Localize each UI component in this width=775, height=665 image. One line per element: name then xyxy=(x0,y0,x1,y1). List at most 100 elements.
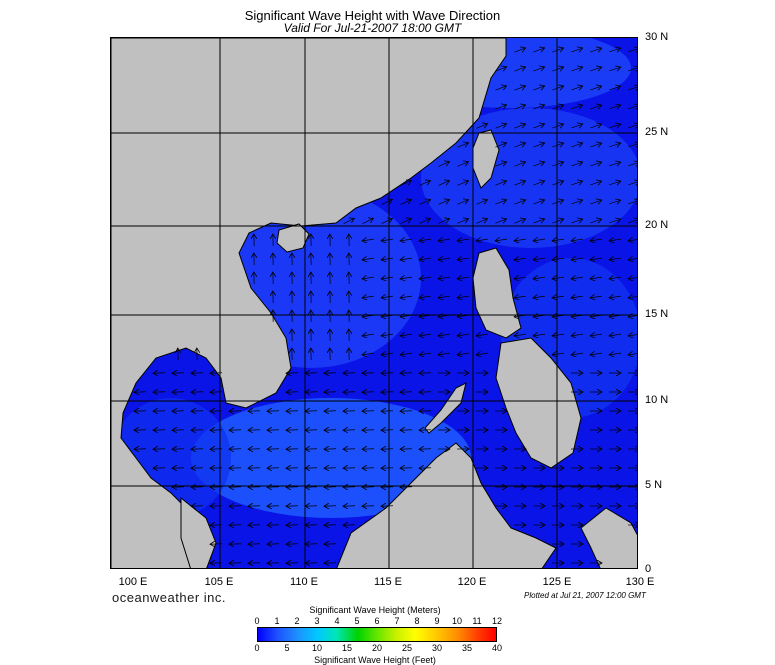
direction-arrow xyxy=(381,258,393,260)
meters-tick: 9 xyxy=(434,616,440,626)
direction-arrow xyxy=(533,105,544,109)
direction-arrow xyxy=(552,277,564,279)
lon-label-125: 125 E xyxy=(542,576,572,588)
direction-arrow xyxy=(552,143,563,147)
direction-arrow xyxy=(533,219,544,223)
lon-label-100: 100 E xyxy=(118,576,148,588)
direction-arrow xyxy=(533,162,544,166)
direction-arrow xyxy=(628,258,637,260)
direction-arrow xyxy=(514,296,526,298)
direction-arrow xyxy=(419,200,431,205)
direction-arrow xyxy=(476,353,488,355)
lon-label-130: 130 E xyxy=(625,576,655,588)
direction-arrow xyxy=(533,67,544,71)
direction-arrow xyxy=(381,334,393,336)
direction-arrow xyxy=(628,105,637,109)
direction-arrow xyxy=(457,277,469,279)
direction-arrow xyxy=(552,48,563,52)
direction-arrow xyxy=(628,124,637,128)
direction-arrow xyxy=(571,277,583,279)
map-canvas xyxy=(111,38,637,568)
direction-arrow xyxy=(533,258,545,260)
direction-arrow xyxy=(400,277,412,279)
direction-arrow xyxy=(438,353,450,355)
direction-arrow xyxy=(571,334,583,336)
direction-arrow xyxy=(571,143,582,147)
direction-arrow xyxy=(571,315,583,317)
hainan xyxy=(276,223,310,253)
direction-arrow xyxy=(495,239,507,241)
wave-map xyxy=(110,37,638,569)
direction-arrow xyxy=(400,180,412,186)
direction-arrow xyxy=(457,162,468,167)
direction-arrow xyxy=(590,48,601,52)
direction-arrow xyxy=(495,162,506,167)
direction-arrow xyxy=(400,199,412,205)
direction-arrow xyxy=(571,296,583,298)
meters-tick: 12 xyxy=(491,616,503,626)
direction-arrow xyxy=(590,200,601,204)
direction-arrow xyxy=(552,258,564,260)
direction-arrow xyxy=(476,124,487,129)
direction-arrow xyxy=(628,334,637,336)
direction-arrow xyxy=(552,86,563,90)
direction-arrow xyxy=(609,277,621,279)
direction-arrow xyxy=(514,48,525,53)
direction-arrow xyxy=(514,277,526,279)
direction-arrow xyxy=(533,143,544,147)
direction-arrow xyxy=(457,181,468,186)
lon-label-115: 115 E xyxy=(374,576,402,588)
lon-label-110: 110 E xyxy=(290,576,318,588)
direction-arrow xyxy=(533,124,544,128)
direction-arrow xyxy=(438,277,450,279)
direction-arrow xyxy=(419,277,431,279)
direction-arrow xyxy=(381,353,393,355)
direction-arrow xyxy=(571,258,583,260)
direction-arrow xyxy=(590,315,602,317)
feet-tick: 5 xyxy=(284,643,290,653)
direction-arrow xyxy=(381,218,393,224)
direction-arrow xyxy=(609,48,620,52)
direction-arrow xyxy=(628,315,637,317)
direction-arrow xyxy=(533,296,545,298)
feet-tick: 35 xyxy=(461,643,473,653)
sulawesi xyxy=(580,507,637,568)
direction-arrow xyxy=(609,162,620,166)
meters-tick: 8 xyxy=(414,616,420,626)
direction-arrow xyxy=(590,239,602,241)
direction-arrow xyxy=(400,258,412,260)
direction-arrow xyxy=(476,219,487,224)
direction-arrow xyxy=(533,334,545,336)
direction-arrow xyxy=(609,239,621,241)
direction-arrow xyxy=(381,239,393,241)
direction-arrow xyxy=(514,315,526,317)
feet-tick: 20 xyxy=(371,643,383,653)
colorbar-feet-title: Significant Wave Height (Feet) xyxy=(314,655,436,665)
direction-arrow xyxy=(514,143,525,148)
direction-arrow xyxy=(514,124,525,129)
direction-arrow xyxy=(571,105,582,109)
direction-arrow xyxy=(609,200,620,204)
meters-tick: 7 xyxy=(394,616,400,626)
direction-arrow xyxy=(609,67,620,71)
feet-tick: 10 xyxy=(311,643,323,653)
direction-arrow xyxy=(628,181,637,185)
feet-tick: 40 xyxy=(491,643,503,653)
direction-arrow xyxy=(533,277,545,279)
direction-arrow xyxy=(533,200,544,204)
lat-label-15: 15 N xyxy=(645,308,669,320)
direction-arrow xyxy=(438,334,450,336)
direction-arrow xyxy=(495,86,506,91)
direction-arrow xyxy=(590,105,601,109)
direction-arrow xyxy=(571,162,582,166)
direction-arrow xyxy=(419,181,431,186)
direction-arrow xyxy=(400,334,412,336)
direction-arrow xyxy=(514,258,526,260)
borneo xyxy=(336,442,557,568)
direction-arrow xyxy=(590,124,601,128)
direction-arrow xyxy=(514,86,525,91)
direction-arrow xyxy=(476,200,487,205)
direction-arrow xyxy=(628,353,637,355)
direction-arrow xyxy=(628,296,637,298)
direction-arrow xyxy=(400,296,412,298)
